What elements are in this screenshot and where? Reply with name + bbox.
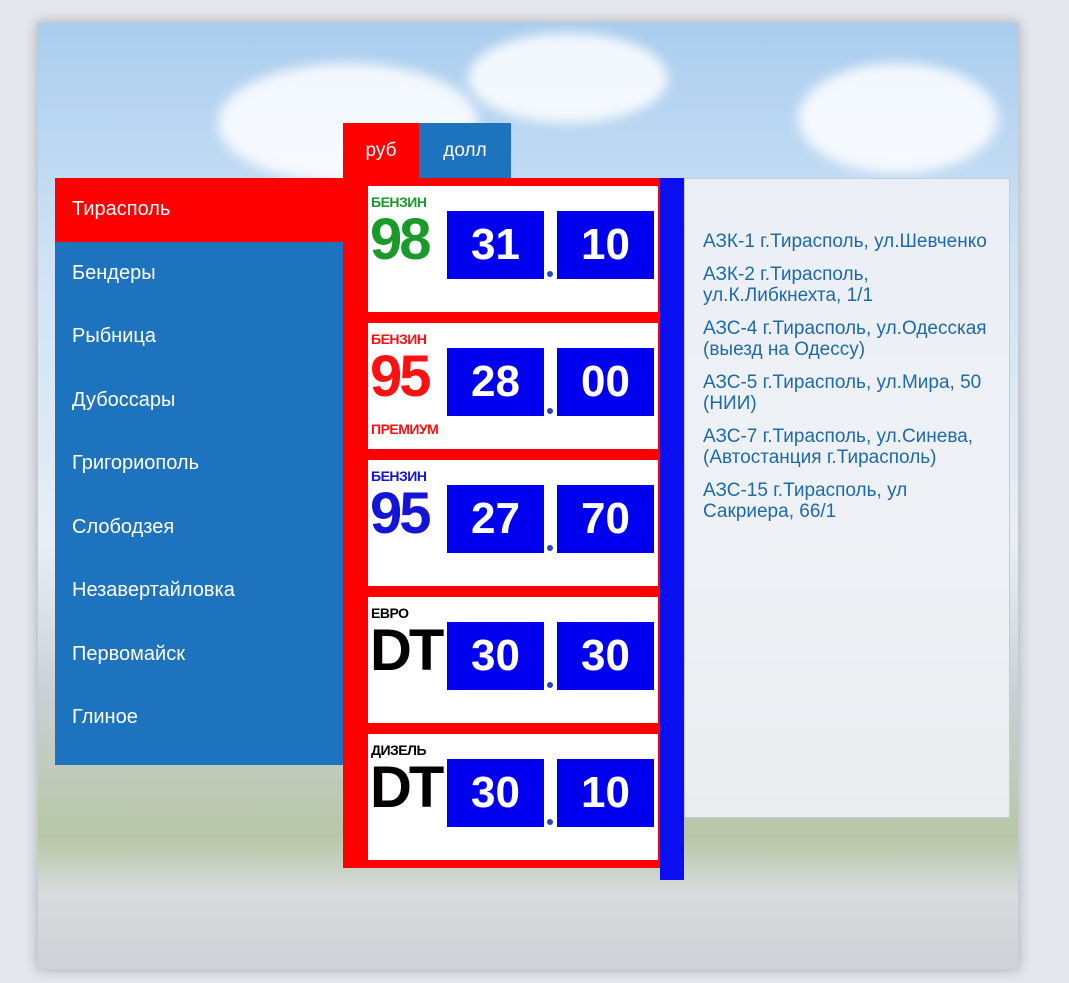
station-address[interactable]: АЗС-5 г.Тирасполь, ул.Мира, 50 (НИИ): [703, 372, 982, 414]
sidebar-item-city[interactable]: Слободзея: [72, 515, 175, 538]
sidebar-item-city[interactable]: Дубоссары: [72, 388, 176, 411]
fuel-type-label: БЕНЗИН: [371, 331, 427, 347]
fuel-type-label: БЕНЗИН: [371, 468, 427, 484]
fuel-type-label: БЕНЗИН: [371, 194, 427, 210]
price-fraction: 30: [557, 622, 654, 690]
price-integer: 27: [447, 485, 544, 553]
station-address[interactable]: АЗС-15 г.Тирасполь, ул Сакриера, 66/1: [703, 480, 908, 522]
sidebar-item-city[interactable]: Григориополь: [72, 452, 200, 475]
city-sidebar: Тирасполь Бендеры Рыбница Дубоссары Григорио…: [55, 178, 343, 765]
fuel-price-row: ДИЗЕЛЬ DT 30 10: [368, 734, 658, 860]
decimal-point: [547, 819, 553, 825]
price-board: БЕНЗИН 98 31 10 БЕНЗИН 95 ПРЕМИУМ 28 00 БЕ…: [343, 178, 660, 868]
decimal-point: [547, 545, 553, 551]
fuel-grade-label: 95: [370, 481, 431, 546]
decimal-point: [547, 408, 553, 414]
tab-usd[interactable]: долл: [419, 123, 511, 178]
fuel-grade-label: 98: [370, 207, 431, 272]
board-divider: [660, 178, 684, 880]
price-fraction: 10: [557, 211, 654, 279]
sidebar-item-city[interactable]: Тирасполь: [55, 178, 343, 242]
price-integer: 28: [447, 348, 544, 416]
price-fraction: 70: [557, 485, 654, 553]
fuel-price-row: БЕНЗИН 98 31 10: [368, 186, 658, 312]
sidebar-item-city[interactable]: Глиное: [72, 706, 138, 729]
station-address[interactable]: АЗС-7 г.Тирасполь, ул.Синева, (Автостанц…: [703, 426, 974, 468]
sidebar-item-city[interactable]: Рыбница: [72, 325, 156, 348]
price-integer: 30: [447, 759, 544, 827]
station-address[interactable]: АЗК-1 г.Тирасполь, ул.Шевченко: [703, 231, 987, 252]
fuel-type-label: ЕВРО: [371, 605, 409, 621]
fuel-price-row: БЕНЗИН 95 ПРЕМИУМ 28 00: [368, 323, 658, 449]
decimal-point: [547, 682, 553, 688]
fuel-grade-label: DT: [370, 618, 444, 683]
sidebar-item-city[interactable]: Бендеры: [72, 261, 156, 284]
fuel-price-row: ЕВРО DT 30 30: [368, 597, 658, 723]
fuel-type-label: ДИЗЕЛЬ: [371, 742, 427, 758]
sidebar-item-city[interactable]: Незавертайловка: [72, 579, 235, 602]
station-address[interactable]: АЗС-4 г.Тирасполь, ул.Одесская (выезд на…: [703, 318, 987, 360]
price-integer: 31: [447, 211, 544, 279]
fuel-grade-label: 95: [370, 344, 431, 409]
decimal-point: [547, 271, 553, 277]
sidebar-item-city[interactable]: Первомайск: [72, 642, 185, 665]
price-fraction: 10: [557, 759, 654, 827]
fuel-subtype-label: ПРЕМИУМ: [371, 421, 439, 437]
price-integer: 30: [447, 622, 544, 690]
station-address[interactable]: АЗК-2 г.Тирасполь, ул.К.Либкнехта, 1/1: [703, 264, 874, 306]
fuel-price-row: БЕНЗИН 95 27 70: [368, 460, 658, 586]
fuel-grade-label: DT: [370, 755, 444, 820]
tab-rub[interactable]: руб: [343, 123, 419, 178]
station-list: АЗК-1 г.Тирасполь, ул.Шевченко АЗК-2 г.Ти…: [684, 178, 1010, 818]
price-fraction: 00: [557, 348, 654, 416]
